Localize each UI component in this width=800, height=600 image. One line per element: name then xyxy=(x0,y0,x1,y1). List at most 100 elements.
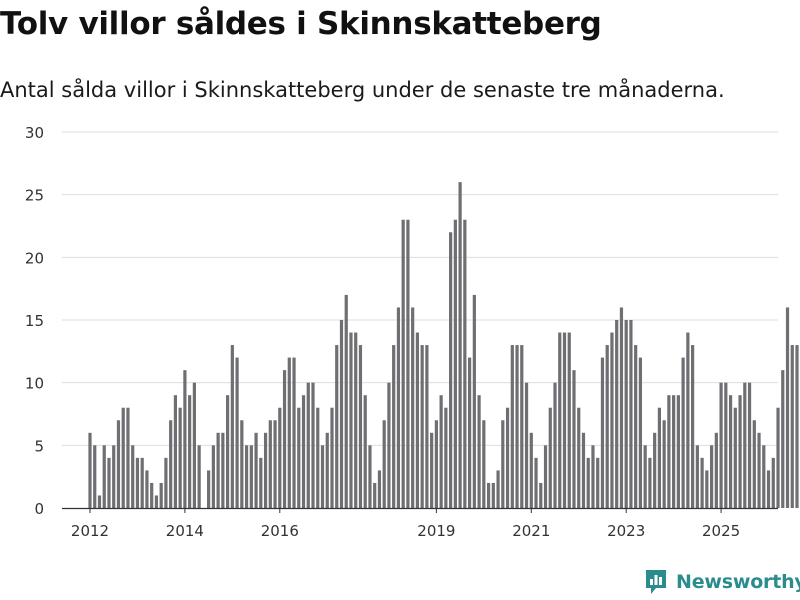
bar xyxy=(705,470,709,508)
bar xyxy=(724,382,728,508)
y-tick-label: 0 xyxy=(34,500,44,518)
bar xyxy=(752,420,756,508)
x-tick-label: 2019 xyxy=(417,522,455,540)
y-tick-label: 10 xyxy=(25,375,44,393)
bar xyxy=(543,445,548,508)
bar xyxy=(615,320,619,508)
bar xyxy=(762,445,766,508)
bar xyxy=(463,219,467,508)
bar xyxy=(188,395,192,508)
bar xyxy=(771,457,775,508)
x-tick-label: 2016 xyxy=(261,522,299,540)
x-tick-label: 2021 xyxy=(512,522,550,540)
x-tick-label: 2023 xyxy=(607,522,645,540)
bar xyxy=(183,370,187,508)
bar xyxy=(629,320,633,508)
bar xyxy=(154,495,159,508)
x-tick-label: 2025 xyxy=(702,522,740,540)
bar xyxy=(278,407,282,508)
bar xyxy=(505,407,510,508)
bar xyxy=(539,482,543,508)
bar xyxy=(520,345,524,508)
bar xyxy=(411,307,415,508)
bar xyxy=(287,357,291,508)
bar xyxy=(192,382,196,508)
bar xyxy=(121,407,125,508)
bar xyxy=(634,345,638,508)
brand-logo: Newsworthy xyxy=(644,568,800,596)
bar xyxy=(733,407,737,508)
bar xyxy=(173,395,178,508)
bar xyxy=(610,332,614,508)
bar xyxy=(449,232,453,508)
bar xyxy=(790,345,794,508)
bar xyxy=(738,395,742,508)
y-tick-label: 20 xyxy=(25,249,44,267)
bar xyxy=(501,420,505,508)
bar xyxy=(548,407,552,508)
bar xyxy=(207,470,211,508)
bar xyxy=(107,457,111,508)
bar xyxy=(140,457,144,508)
bar xyxy=(97,495,102,508)
bar xyxy=(695,445,699,508)
bar xyxy=(781,370,785,508)
bar xyxy=(766,470,771,508)
bar xyxy=(534,457,538,508)
bar xyxy=(116,420,121,508)
bar xyxy=(757,432,761,508)
bar xyxy=(434,420,438,508)
bar xyxy=(482,420,486,508)
bar xyxy=(691,345,695,508)
brand-name: Newsworthy xyxy=(676,571,800,593)
bar xyxy=(226,395,230,508)
bar xyxy=(240,420,244,508)
bar xyxy=(178,407,182,508)
bar xyxy=(648,457,652,508)
bar xyxy=(624,320,628,508)
bar xyxy=(776,407,780,508)
bar xyxy=(316,407,320,508)
bar xyxy=(131,445,135,508)
bar xyxy=(709,445,714,508)
bar xyxy=(292,357,296,508)
bar xyxy=(491,482,495,508)
bar xyxy=(553,382,557,508)
bar xyxy=(453,219,457,508)
bar xyxy=(676,395,680,508)
bar xyxy=(672,395,676,508)
bar xyxy=(354,332,358,508)
bar xyxy=(785,307,790,508)
bar xyxy=(344,294,348,508)
bar xyxy=(396,307,401,508)
bar xyxy=(510,345,514,508)
bar xyxy=(230,345,234,508)
bar xyxy=(93,445,97,508)
bar xyxy=(330,407,334,508)
bar xyxy=(216,432,220,508)
bar xyxy=(653,432,657,508)
bar xyxy=(577,407,581,508)
bar xyxy=(591,445,595,508)
bar xyxy=(126,407,130,508)
bar xyxy=(572,370,576,508)
bar xyxy=(581,432,586,508)
bar xyxy=(524,382,529,508)
bar xyxy=(700,457,704,508)
bar xyxy=(244,445,249,508)
bar xyxy=(325,432,329,508)
bar xyxy=(211,445,215,508)
bar xyxy=(268,420,272,508)
bar xyxy=(586,457,590,508)
bar xyxy=(349,332,353,508)
bar xyxy=(439,395,443,508)
bar xyxy=(363,395,367,508)
bar xyxy=(600,357,605,508)
bar xyxy=(667,395,671,508)
bar xyxy=(529,432,533,508)
bar xyxy=(254,432,258,508)
x-tick-label: 2012 xyxy=(71,522,109,540)
bar xyxy=(477,395,481,508)
bar xyxy=(102,445,106,508)
bar xyxy=(415,332,420,508)
